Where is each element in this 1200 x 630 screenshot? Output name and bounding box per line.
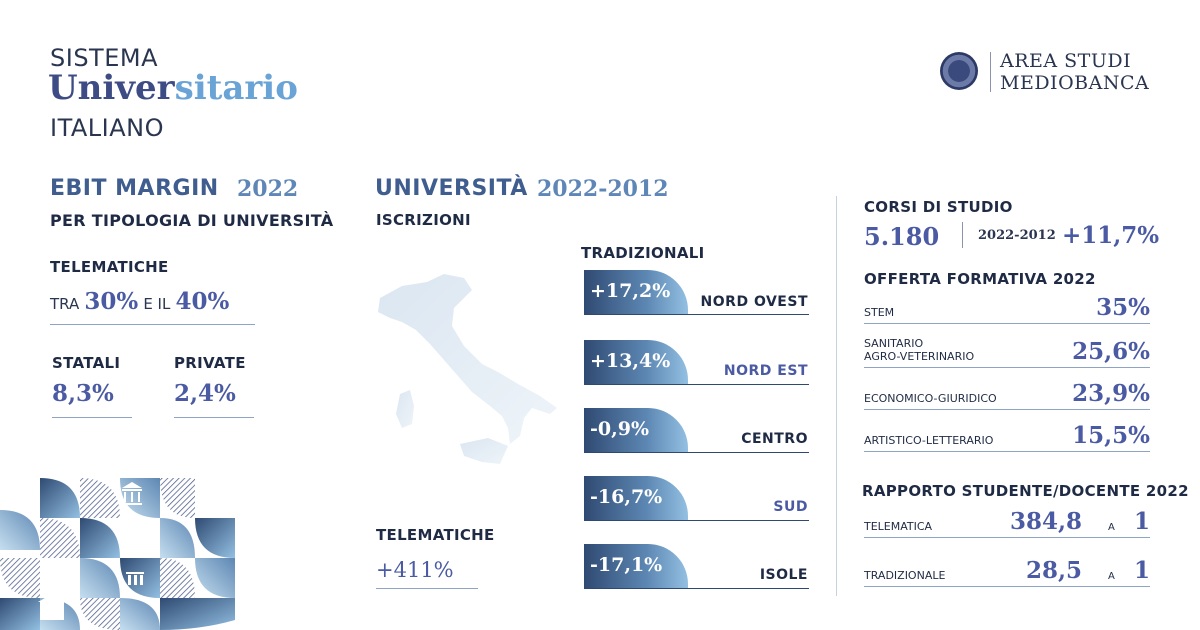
title-line-1: SISTEMA: [50, 44, 158, 72]
tra-text: TRA: [50, 295, 80, 313]
rapporto-row: TRADIZIONALE 28,5 A 1: [864, 555, 1150, 587]
rapporto-label: TELEMATICA: [864, 520, 933, 533]
region-underline: [584, 384, 809, 385]
region-name-sud: SUD: [773, 499, 808, 515]
offerta-value: 15,5%: [1072, 422, 1150, 449]
rapporto-row: TELEMATICA 384,8 A 1: [864, 506, 1150, 538]
corsi-change: +11,7%: [1062, 222, 1160, 249]
column-divider: [836, 196, 837, 596]
corsi-divider: [962, 222, 963, 248]
offerta-row: ECONOMICO-GIURIDICO 23,9%: [864, 376, 1150, 410]
offerta-value: 35%: [1096, 294, 1150, 321]
offerta-label: ECONOMICO-GIURIDICO: [864, 392, 997, 405]
offerta-row: SANITARIO AGRO-VETERINARIO 25,6%: [864, 332, 1150, 368]
ebit-subtitle: PER TIPOLOGIA DI UNIVERSITÀ: [50, 211, 334, 230]
iscrizioni-label: ISCRIZIONI: [376, 211, 471, 229]
rapporto-one: 1: [1133, 557, 1150, 584]
title-line-3: ITALIANO: [50, 114, 165, 142]
rapporto-value: 28,5: [1025, 557, 1082, 584]
ebit-telematiche-range: TRA 30% E IL 40%: [50, 288, 255, 325]
corsi-period: 2022-2012: [978, 228, 1056, 243]
region-underline: [584, 452, 809, 453]
region-underline: [584, 520, 809, 521]
rapporto-a: A: [1108, 522, 1115, 533]
region-underline: [584, 588, 809, 589]
rapporto-title: RAPPORTO STUDENTE/DOCENTE 2022: [862, 482, 1189, 500]
tradizionali-label: TRADIZIONALI: [581, 244, 705, 262]
region-value-nord-ovest: +17,2%: [584, 270, 688, 314]
title-line-2-part-b: sitario: [174, 68, 298, 108]
range-low: 30%: [84, 288, 139, 315]
offerta-row: STEM 35%: [864, 290, 1150, 324]
region-value-centro: -0,9%: [584, 408, 688, 452]
brand-line-2: MEDIOBANCA: [1000, 72, 1150, 94]
title-line-2: Universitario: [48, 68, 298, 108]
universita-telematiche-label: TELEMATICHE: [376, 526, 495, 544]
italy-map: [378, 274, 557, 464]
region-name-nord-ovest: NORD OVEST: [700, 294, 808, 310]
corsi-title: CORSI DI STUDIO: [864, 198, 1013, 216]
column-icon: [126, 572, 144, 585]
ebit-telematiche-label: TELEMATICHE: [50, 258, 169, 276]
rapporto-label: TRADIZIONALE: [864, 569, 946, 582]
brand-line-1: AREA STUDI: [1000, 50, 1132, 72]
offerta-title: OFFERTA FORMATIVA 2022: [864, 270, 1096, 288]
private-value: 2,4%: [174, 380, 254, 418]
universita-period: 2022-2012: [537, 176, 669, 202]
corsi-value: 5.180: [864, 222, 940, 251]
statali-label: STATALI: [52, 354, 121, 372]
region-value-nord-est: +13,4%: [584, 340, 688, 384]
universita-title: UNIVERSITÀ: [375, 176, 528, 201]
decorative-pattern: [0, 478, 235, 630]
range-high: 40%: [175, 288, 230, 315]
ebit-title: EBIT MARGIN: [50, 176, 219, 201]
region-value-isole: -17,1%: [584, 544, 688, 588]
offerta-label: ARTISTICO-LETTERARIO: [864, 434, 994, 447]
ebit-year: 2022: [237, 176, 299, 202]
region-name-nord-est: NORD EST: [723, 363, 808, 379]
statali-value: 8,3%: [52, 380, 132, 418]
offerta-row: ARTISTICO-LETTERARIO 15,5%: [864, 418, 1150, 452]
offerta-label: SANITARIO AGRO-VETERINARIO: [864, 337, 975, 363]
title-line-2-part-a: Univer: [48, 68, 175, 108]
e-il-text: E IL: [143, 295, 171, 313]
offerta-value: 25,6%: [1072, 338, 1150, 365]
region-value-sud: -16,7%: [584, 476, 688, 520]
region-name-centro: CENTRO: [741, 431, 808, 447]
offerta-label: STEM: [864, 306, 895, 319]
rapporto-a: A: [1108, 571, 1115, 582]
school-building-icon: [38, 594, 66, 620]
rapporto-value: 384,8: [1009, 508, 1082, 535]
universita-telematiche-value: +411%: [376, 558, 478, 589]
university-building-icon: [122, 482, 142, 505]
mediobanca-seal-logo: [940, 52, 978, 90]
region-underline: [584, 314, 809, 315]
private-label: PRIVATE: [174, 354, 246, 372]
logo-divider: [990, 52, 991, 92]
rapporto-one: 1: [1133, 508, 1150, 535]
offerta-value: 23,9%: [1072, 380, 1150, 407]
region-name-isole: ISOLE: [759, 567, 808, 583]
